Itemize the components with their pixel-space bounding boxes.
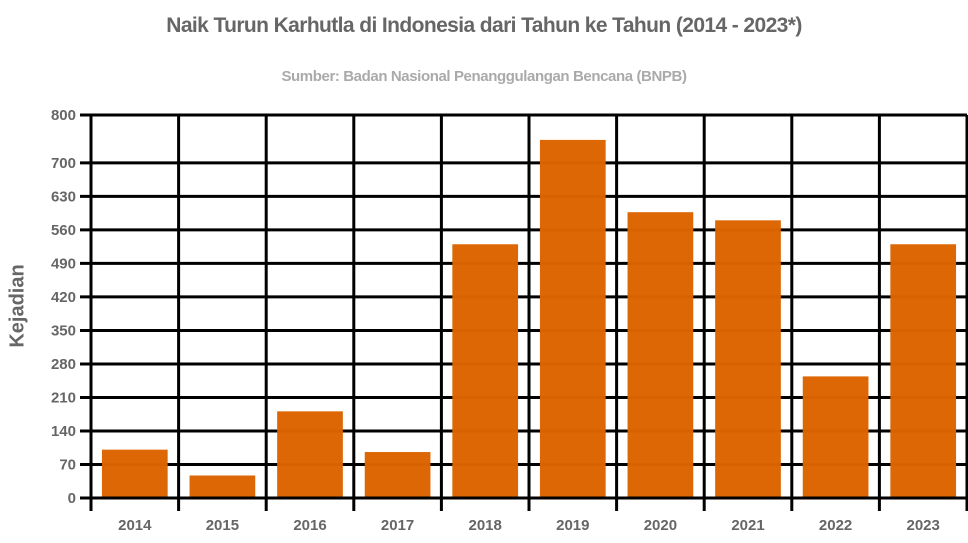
x-tick-label: 2014 <box>118 517 152 534</box>
bar-2020 <box>627 212 694 498</box>
bar-2014 <box>101 449 168 498</box>
x-tick-labels: 2014 2015 2016 2017 2018 2019 2020 2021 2022 2023 <box>118 517 940 534</box>
bar-2016 <box>277 411 343 498</box>
chart-title: Naik Turun Karhutla di Indonesia dari Ta… <box>166 14 802 37</box>
bar-2017 <box>364 452 431 498</box>
y-tick-labels: 0 70 140 210 280 350 420 490 560 630 700 800 <box>51 107 76 507</box>
y-tick-label: 560 <box>51 222 76 239</box>
bar-2015 <box>189 475 256 498</box>
bar-2023 <box>890 244 957 498</box>
y-tick-label: 0 <box>68 490 76 507</box>
y-tick-label: 70 <box>59 456 76 473</box>
x-tick-label: 2015 <box>206 517 239 534</box>
y-tick-label: 630 <box>51 188 76 205</box>
y-tick-label: 490 <box>51 255 76 272</box>
y-tick-label: 280 <box>51 356 76 373</box>
bar-2021 <box>715 220 781 498</box>
x-tick-label: 2021 <box>731 517 764 534</box>
y-tick-label: 350 <box>51 322 76 339</box>
y-tick-label: 210 <box>51 389 76 406</box>
bar-2022 <box>802 376 869 498</box>
x-tick-label: 2018 <box>469 517 502 534</box>
y-tick-label: 420 <box>51 289 76 306</box>
x-tick-label: 2016 <box>293 517 326 534</box>
x-tick-label: 2017 <box>381 517 414 534</box>
chart-subtitle: Sumber: Badan Nasional Penanggulangan Be… <box>281 68 687 85</box>
bars <box>101 139 957 498</box>
y-tick-label: 800 <box>51 107 76 124</box>
x-tick-label: 2020 <box>644 517 677 534</box>
y-tick-label: 700 <box>51 155 76 172</box>
bar-2019 <box>539 139 606 498</box>
axes <box>80 115 967 511</box>
x-tick-label: 2023 <box>907 517 940 534</box>
x-tick-label: 2022 <box>819 517 852 534</box>
y-tick-label: 140 <box>51 423 76 440</box>
x-tick-label: 2019 <box>556 517 589 534</box>
bar-2018 <box>452 244 519 498</box>
